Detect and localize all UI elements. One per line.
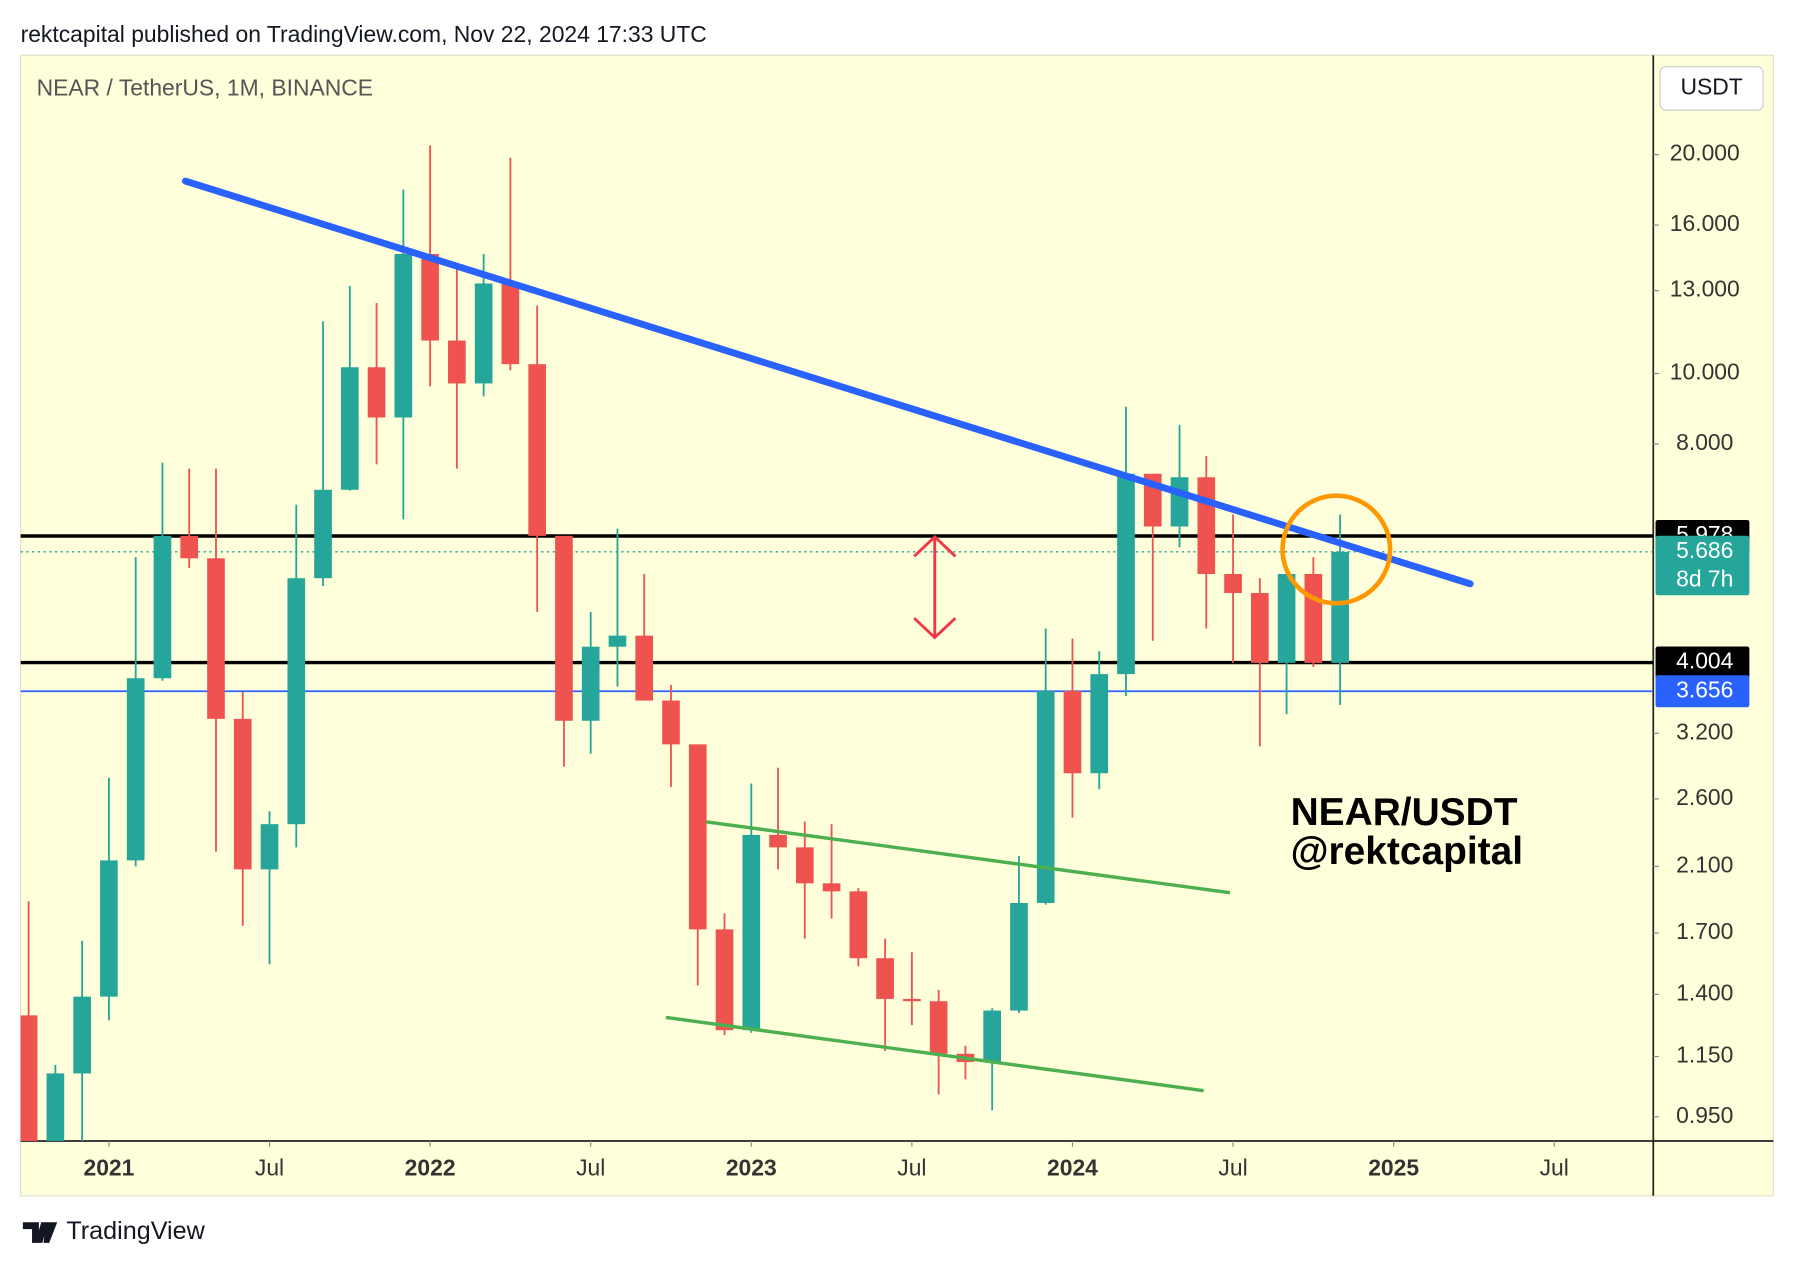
annotation: @rektcapital [1291,830,1523,873]
candle-body [849,891,868,959]
candle-body [153,535,172,679]
candle-body [73,996,91,1074]
price-label: 5.686 [1676,537,1733,563]
candle-body [581,646,600,721]
y-tick-label: 8.000 [1676,429,1733,455]
candle-body [1036,690,1055,903]
x-tick-label: Jul [255,1155,284,1181]
candle-body [1304,573,1323,663]
candle-body [795,847,814,884]
x-tick-label: 2024 [1047,1155,1098,1181]
candle-body [929,1001,948,1054]
x-tick-label: 2025 [1368,1155,1419,1181]
candle-body [876,958,894,999]
drawings [181,177,1474,1093]
candle-body [1010,902,1028,1011]
y-tick-label: 2.100 [1676,851,1733,877]
candle-body [608,635,627,647]
price-label-box [1655,675,1750,708]
candle-body [1277,573,1296,663]
candle-body [1224,573,1242,594]
y-tick-label: 0.950 [1676,1102,1733,1128]
x-tick-label: Jul [1218,1155,1247,1181]
brand: TradingView [66,1217,205,1245]
countdown-label: 8d 7h [1676,565,1733,591]
candle-body [448,340,466,384]
channel-line [705,820,1231,895]
candle-body [688,744,707,930]
y-tick-label: 2.600 [1676,784,1733,810]
chart-title: NEAR / TetherUS, 1M, BINANCE [37,75,373,101]
channel-line [665,1015,1204,1093]
candle-body [394,254,413,418]
candle-body [1063,690,1082,774]
candle-body [983,1010,1002,1063]
candle-body [367,367,386,418]
candle-body [501,283,520,365]
header: rektcapital published on TradingView.com… [21,21,707,47]
candle-body [1117,473,1135,675]
candle-body [287,578,306,825]
candle-body [126,678,145,861]
annotation: NEAR/USDT [1291,791,1518,834]
x-tick-label: Jul [897,1155,926,1181]
candle-body [635,635,654,701]
x-tick-label: Jul [1540,1155,1569,1181]
candle-body [662,700,680,745]
candle-body [769,834,787,848]
candle-body [421,254,439,341]
candle-body [1197,477,1216,574]
candle-body [1090,674,1109,774]
candle-body [1170,477,1189,527]
candle-body [555,535,573,721]
highlight-circle [1280,493,1393,606]
candle-body [903,998,921,1002]
candle-body [715,929,734,1031]
candle-body [528,364,546,536]
candle-body [1331,551,1349,663]
y-tick-label: 16.000 [1670,210,1740,236]
chart-area [20,54,1774,1197]
brand-logo [22,1222,58,1243]
range-arrow [913,534,957,640]
price-label-box [1655,535,1750,596]
currency-button[interactable] [1659,66,1764,111]
y-tick-label: 3.200 [1676,718,1733,744]
y-tick-label: 13.000 [1670,276,1740,302]
x-tick-label: 2021 [83,1155,134,1181]
price-label: 4.004 [1676,648,1734,674]
candle-body [474,283,493,384]
y-tick-label: 1.400 [1676,979,1733,1005]
x-tick-label: 2023 [726,1155,777,1181]
candle-body [742,834,761,1031]
candle-body [20,1015,38,1141]
y-tick-label: 1.150 [1676,1042,1733,1068]
candle-body [180,535,199,559]
candle-body [260,824,279,870]
candle-body [1250,593,1269,663]
candle-body [100,860,118,997]
price-label: 3.656 [1676,676,1733,702]
candle-body [207,558,225,719]
candle-body [822,883,841,892]
candle-body [314,489,332,579]
candle-body [233,718,252,870]
candle-body [340,367,359,490]
y-tick-label: 10.000 [1670,359,1740,385]
candle-body [46,1073,65,1141]
trendline [181,177,1474,588]
currency-label: USDT [1680,73,1742,99]
x-tick-label: 2022 [405,1155,456,1181]
y-tick-label: 1.700 [1676,918,1733,944]
x-tick-label: Jul [576,1155,605,1181]
y-tick-label: 20.000 [1670,140,1740,166]
price-label-box [1655,646,1750,679]
